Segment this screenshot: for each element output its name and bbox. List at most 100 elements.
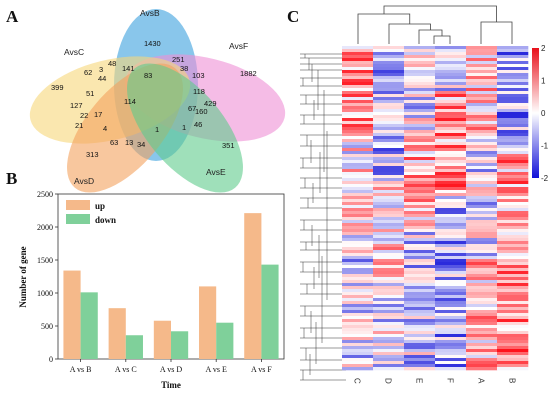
heatmap-cell (373, 244, 405, 248)
heatmap-cell (373, 352, 405, 356)
heatmap-cell (404, 253, 436, 257)
heatmap-cell (404, 217, 436, 221)
venn-set-label-avse: AvsE (206, 167, 226, 177)
heatmap-cell (404, 154, 436, 158)
heatmap-cell (435, 298, 467, 302)
venn-ellipse-avse (127, 63, 243, 193)
heatmap-cell (342, 199, 374, 203)
heatmap-cell (466, 82, 498, 86)
heatmap-cell (435, 91, 467, 95)
heatmap-cell (342, 139, 374, 143)
heatmap-cell (373, 70, 405, 74)
heatmap-cell (466, 172, 498, 176)
heatmap-cell (497, 346, 529, 350)
heatmap-cell (342, 91, 374, 95)
heatmap-cell (342, 340, 374, 344)
heatmap-cell (435, 295, 467, 299)
heatmap-cell (342, 286, 374, 290)
heatmap-cell (404, 157, 436, 161)
heatmap-cell (342, 289, 374, 293)
heatmap-cell (466, 322, 498, 326)
heatmap-cell (435, 199, 467, 203)
heatmap-cell (435, 118, 467, 122)
heatmap-cell (342, 277, 374, 281)
venn-count: 44 (98, 74, 106, 83)
heatmap-cell (404, 283, 436, 287)
heatmap-cell (435, 352, 467, 356)
heatmap-cell (342, 184, 374, 188)
heatmap-cell (373, 139, 405, 143)
heatmap-cell (373, 88, 405, 92)
venn-count: 1882 (240, 69, 257, 78)
heatmap-cell (435, 277, 467, 281)
heatmap-cell (435, 229, 467, 233)
heatmap-cell (373, 175, 405, 179)
heatmap-cell (435, 202, 467, 206)
heatmap-cell (435, 160, 467, 164)
heatmap-cell (435, 61, 467, 65)
heatmap-cell (404, 70, 436, 74)
heatmap-cell (373, 241, 405, 245)
heatmap-cell (497, 181, 529, 185)
heatmap-cell (373, 274, 405, 278)
heatmap-cell (373, 331, 405, 335)
heatmap-column-label: E (415, 378, 424, 383)
heatmap-cell (373, 229, 405, 233)
heatmap-cell (435, 151, 467, 155)
heatmap-cell (404, 181, 436, 185)
heatmap-cell (466, 67, 498, 71)
heatmap-cell (435, 346, 467, 350)
heatmap-cell (497, 316, 529, 320)
heatmap-cell (466, 316, 498, 320)
heatmap-cell (373, 304, 405, 308)
heatmap-cells (342, 46, 529, 371)
heatmap-cell (404, 124, 436, 128)
heatmap-cell (404, 313, 436, 317)
heatmap-cell (435, 79, 467, 83)
heatmap-cell (466, 190, 498, 194)
heatmap-cell (373, 322, 405, 326)
heatmap-cell (435, 331, 467, 335)
bar-down (125, 335, 143, 359)
heatmap-cell (435, 304, 467, 308)
heatmap-cell (342, 196, 374, 200)
heatmap-cell (435, 208, 467, 212)
heatmap-cell (404, 190, 436, 194)
heatmap-cell (373, 205, 405, 209)
heatmap-cell (342, 118, 374, 122)
heatmap-cell (466, 49, 498, 53)
colorbar-tick-label: -1 (541, 142, 549, 151)
heatmap-cell (373, 220, 405, 224)
heatmap-cell (404, 160, 436, 164)
heatmap-cell (342, 271, 374, 275)
heatmap-cell (497, 361, 529, 365)
heatmap-cell (373, 238, 405, 242)
heatmap-cell (404, 133, 436, 137)
heatmap-cell (497, 160, 529, 164)
heatmap-cell (435, 166, 467, 170)
heatmap-cell (404, 259, 436, 263)
heatmap-cell (466, 76, 498, 80)
heatmap-cell (373, 310, 405, 314)
heatmap-cell (497, 109, 529, 113)
bar-down (261, 264, 279, 359)
bar-down (80, 292, 98, 359)
heatmap-cell (435, 97, 467, 101)
legend-label-down: down (95, 215, 116, 225)
heatmap-cell (404, 88, 436, 92)
heatmap-cell (373, 151, 405, 155)
heatmap-cell (497, 97, 529, 101)
heatmap-cell (497, 91, 529, 95)
heatmap-cell (342, 55, 374, 59)
heatmap-cell (466, 208, 498, 212)
heatmap-cell (497, 277, 529, 281)
bar-up (108, 308, 126, 359)
heatmap-cell (497, 268, 529, 272)
heatmap-cell (373, 52, 405, 56)
heatmap-cell (497, 307, 529, 311)
heatmap-cell (404, 247, 436, 251)
heatmap-cell (497, 238, 529, 242)
x-tick-label: A vs E (206, 365, 227, 374)
heatmap-cell (373, 307, 405, 311)
